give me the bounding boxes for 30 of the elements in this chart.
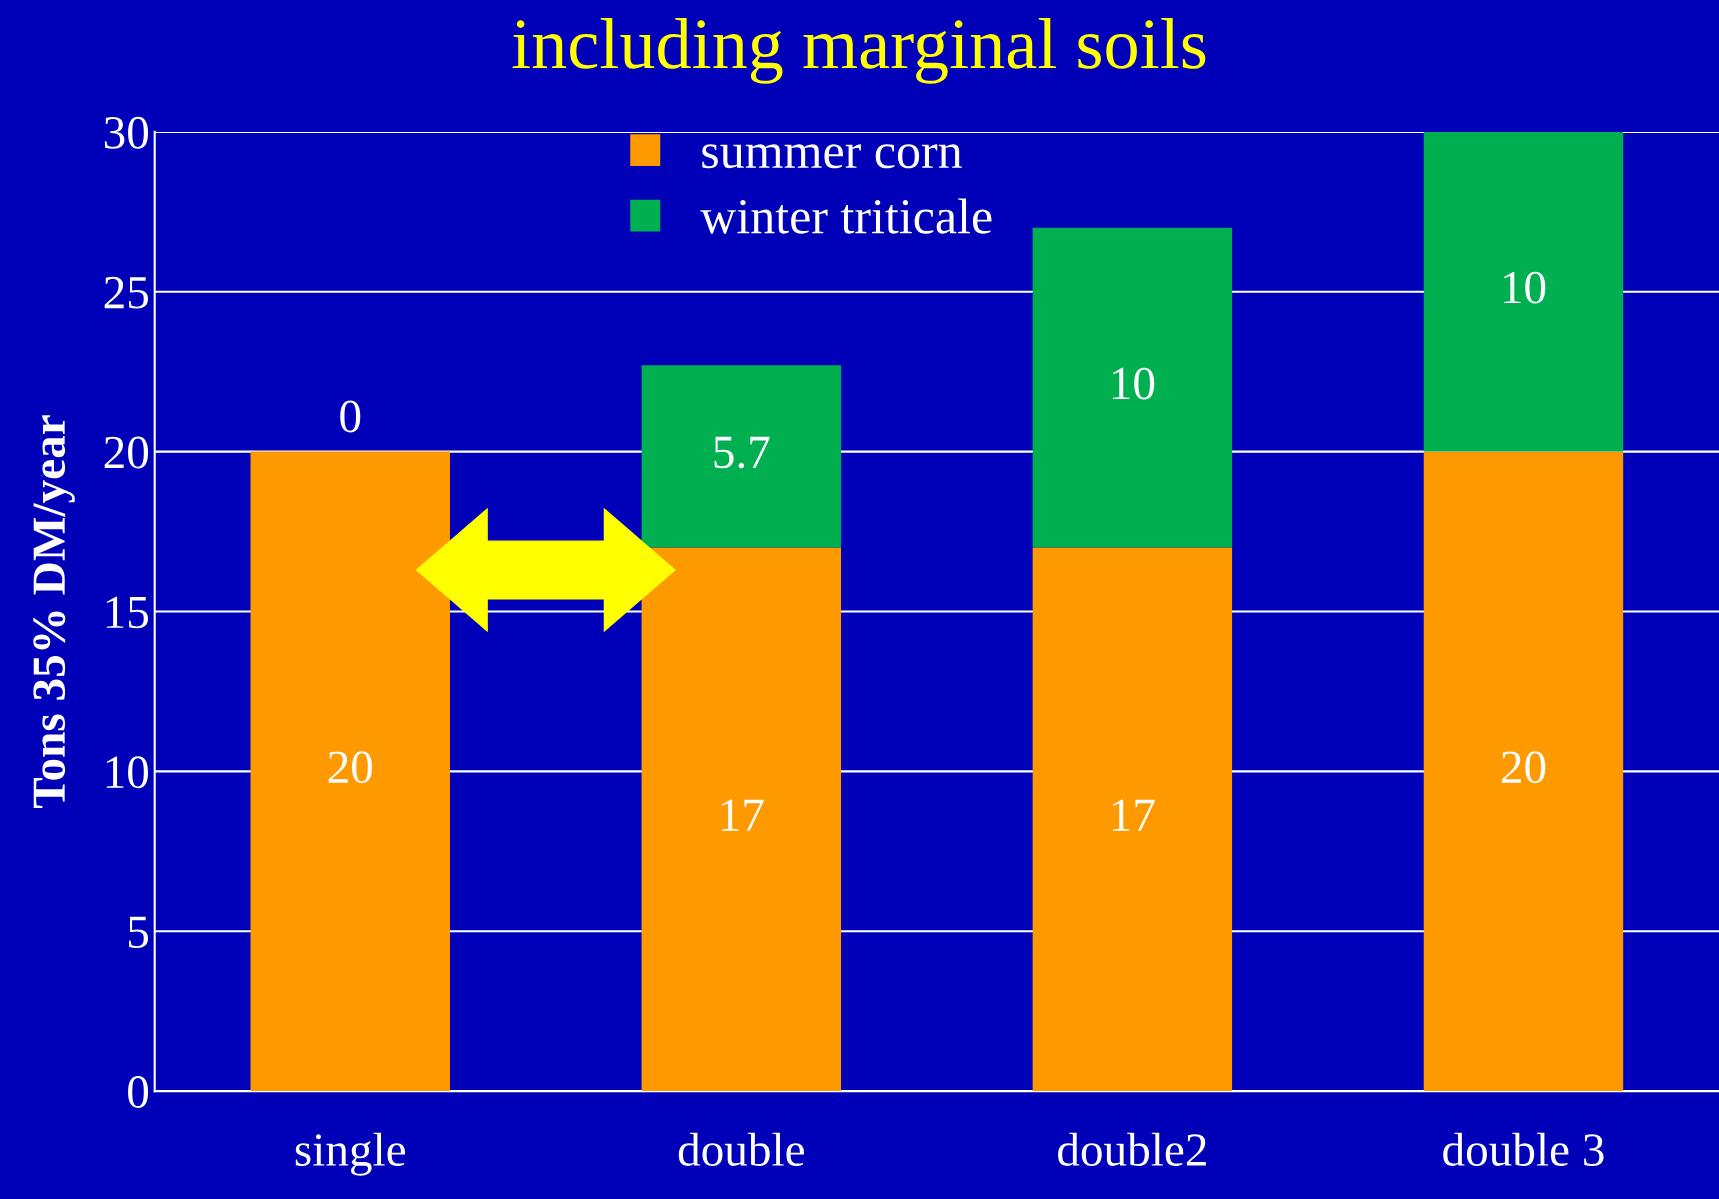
data-label: 10 (1504, 271, 1546, 304)
y-tick-label: 15 (106, 596, 148, 629)
y-tick-label: 0 (128, 1076, 149, 1108)
x-tick-label: double 3 (1443, 1132, 1604, 1166)
chart-title: including marginal soils (512, 17, 1206, 84)
data-label: 20 (328, 751, 373, 784)
bar (641, 365, 842, 548)
data-label: 10 (1112, 367, 1155, 400)
bar (1423, 451, 1624, 1092)
data-label: 5.7 (714, 436, 770, 469)
y-axis-title: Tons 35% DM/year (33, 415, 75, 808)
data-label: 20 (1501, 751, 1546, 784)
x-tick-label: double2 (1058, 1132, 1206, 1166)
data-label: 17 (721, 799, 764, 831)
legend-label: winter triticale (700, 198, 992, 234)
bar (1423, 131, 1624, 452)
y-tick-label: 5 (128, 916, 148, 949)
bar (1032, 547, 1233, 1092)
x-tick-label: double (678, 1132, 804, 1166)
x-tick-label: single (295, 1132, 406, 1176)
bar (250, 451, 450, 1092)
legend-label: summer corn (702, 144, 962, 169)
bar (1032, 227, 1233, 548)
data-label: 17 (1112, 799, 1155, 831)
y-tick-label: 30 (104, 116, 149, 149)
data-label: 0 (340, 400, 361, 433)
y-tick-label: 25 (104, 276, 148, 309)
y-tick-label: 10 (106, 756, 149, 789)
bar (641, 547, 842, 1092)
y-tick-label: 20 (104, 436, 149, 469)
